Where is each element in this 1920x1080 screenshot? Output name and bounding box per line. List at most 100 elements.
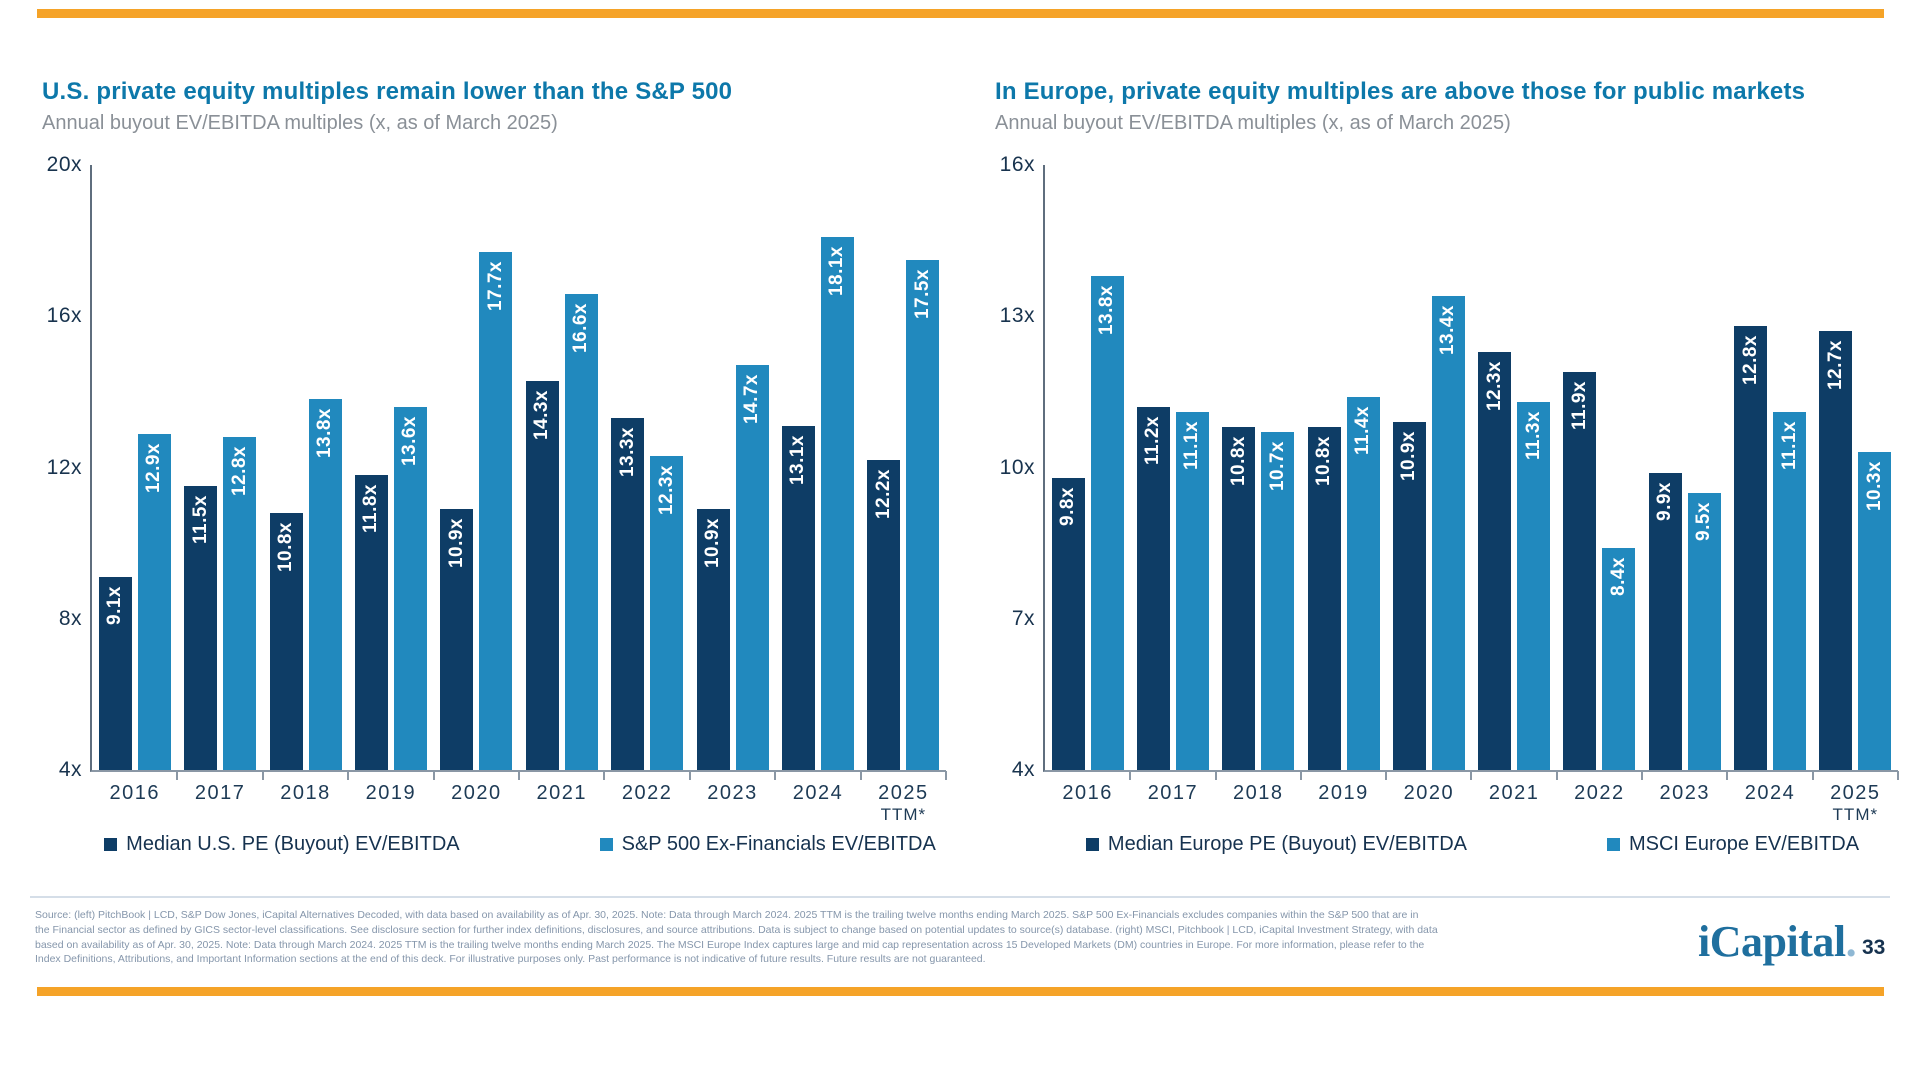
x-axis-tick (688, 771, 691, 780)
year-group: 10.9x 14.7x 2023 (690, 165, 777, 804)
bar: 16.6x (564, 293, 598, 770)
logo-dot: . (1845, 917, 1857, 966)
source-disclosure-text: Source: (left) PitchBook | LCD, S&P Dow … (35, 909, 1438, 966)
bar: 10.8x (1222, 427, 1256, 770)
bar: 13.8x (308, 399, 342, 770)
x-axis-tick (1896, 771, 1899, 780)
x-axis-label: 2022 (621, 782, 673, 804)
x-axis-tick (176, 771, 179, 780)
legend-swatch (104, 838, 118, 851)
bar: 13.6x (393, 407, 427, 770)
x-axis-tick (347, 771, 350, 780)
bar-value-label: 17.5x (911, 268, 933, 319)
year-group: 10.9x 17.7x 2020 (434, 165, 521, 804)
year-group: 11.5x 12.8x 2017 (177, 165, 264, 804)
y-axis-tick-label: 16x (46, 304, 82, 328)
x-axis-label: 2024 (1744, 782, 1796, 804)
x-axis-label: 2025 TTM* (851, 782, 956, 826)
bar-value-label: 10.8x (1313, 436, 1335, 487)
bar-value-label: 11.3x (1522, 411, 1544, 460)
bar-value-label: 16.6x (570, 302, 592, 353)
bar-value-label: 13.6x (399, 416, 421, 467)
x-axis-tick (1641, 771, 1644, 780)
europe-chart-panel: In Europe, private equity multiples are … (995, 0, 1902, 905)
bar-value-label: 13.4x (1437, 305, 1459, 356)
year-group: 10.8x 13.8x 2018 (263, 165, 350, 804)
bar: 14.3x (525, 380, 559, 770)
bar: 14.7x (735, 365, 769, 770)
bar: 11.2x (1136, 407, 1170, 770)
bar: 13.1x (781, 425, 815, 770)
legend-swatch (1085, 838, 1099, 851)
x-axis-label: 2018 (280, 782, 331, 804)
bar-value-label: 17.7x (484, 261, 506, 312)
y-axis-tick-label: 13x (999, 304, 1035, 328)
y-axis-tick-label: 4x (58, 758, 82, 781)
x-axis-tick (432, 771, 435, 780)
bar: 17.5x (906, 259, 940, 770)
x-axis-tick (603, 771, 606, 780)
bar: 12.8x (1734, 326, 1768, 770)
x-axis-label: 2022 (1574, 782, 1625, 804)
bar-value-label: 12.8x (1739, 335, 1761, 386)
y-axis-tick-label: 10x (999, 455, 1035, 479)
bar-value-label: 8.4x (1607, 557, 1629, 597)
x-axis-label: 2016 (1062, 782, 1113, 804)
chart-legend: Median Europe PE (Buyout) EV/EBITDA MSCI … (1043, 833, 1902, 856)
bar-value-label: 11.1x (1181, 421, 1203, 470)
x-axis-tick (518, 771, 521, 780)
y-axis-tick-label: 12x (46, 455, 82, 479)
bar: 12.8x (223, 437, 257, 770)
bar: 11.1x (1773, 412, 1807, 770)
x-axis-label: 2018 (1232, 782, 1284, 804)
bar: 10.8x (269, 512, 303, 770)
year-group: 13.1x 18.1x 2024 (775, 165, 862, 804)
legend-swatch (599, 838, 613, 851)
legend-item: Median U.S. PE (Buyout) EV/EBITDA (104, 833, 460, 856)
year-group: 12.8x 11.1x 2024 (1727, 165, 1814, 804)
bar: 11.5x (184, 486, 218, 770)
bar: 17.7x (479, 252, 513, 770)
bar-value-label: 9.1x (104, 586, 126, 626)
bar: 11.9x (1563, 371, 1597, 770)
y-axis-tick-label: 8x (58, 606, 82, 630)
bar: 12.7x (1819, 331, 1853, 770)
x-axis-label: 2023 (707, 782, 758, 804)
x-axis-tick (774, 771, 777, 780)
bar: 10.8x (1307, 427, 1341, 770)
legend-label: Median Europe PE (Buyout) EV/EBITDA (1107, 833, 1467, 855)
x-axis-label-suffix: TTM* (880, 805, 927, 824)
bar-value-label: 13.1x (787, 434, 809, 485)
legend-label: MSCI Europe EV/EBITDA (1628, 833, 1860, 855)
x-axis-label-suffix: TTM* (1832, 805, 1879, 824)
bar-value-label: 12.2x (872, 468, 894, 519)
bar-value-label: 11.9x (1568, 380, 1590, 430)
x-axis-label: 2020 (1403, 782, 1455, 804)
bar-value-label: 13.3x (616, 427, 638, 478)
bar: 11.1x (1175, 412, 1209, 770)
us-chart-panel: U.S. private equity multiples remain low… (42, 0, 950, 905)
y-axis-tick-label: 16x (999, 153, 1035, 176)
x-axis-label: 2021 (1488, 782, 1540, 804)
bar-value-label: 10.8x (1227, 436, 1249, 487)
bar: 10.3x (1858, 452, 1892, 770)
bar: 10.7x (1261, 432, 1295, 770)
bar: 12.3x (650, 456, 684, 770)
year-group: 11.8x 13.6x 2019 (348, 165, 435, 804)
bar-value-label: 9.5x (1693, 501, 1715, 541)
year-group: 11.2x 11.1x 2017 (1130, 165, 1217, 804)
bar-value-label: 13.8x (1096, 284, 1118, 335)
bar: 10.9x (440, 509, 474, 770)
y-axis-tick-label: 20x (46, 153, 82, 176)
year-group: 12.2x 17.5x 2025 TTM* (861, 165, 948, 824)
bar-value-label: 11.8x (360, 484, 382, 534)
bar: 12.9x (137, 433, 171, 770)
year-group: 9.1x 12.9x 2016 (92, 165, 179, 804)
bar: 11.4x (1346, 396, 1380, 770)
x-axis-tick (1470, 771, 1473, 780)
logo-wordmark: iCapital (1698, 917, 1846, 966)
bar-value-label: 9.8x (1057, 486, 1079, 526)
year-group: 11.9x 8.4x 2022 (1557, 165, 1644, 804)
bar-value-label: 10.8x (275, 521, 297, 572)
